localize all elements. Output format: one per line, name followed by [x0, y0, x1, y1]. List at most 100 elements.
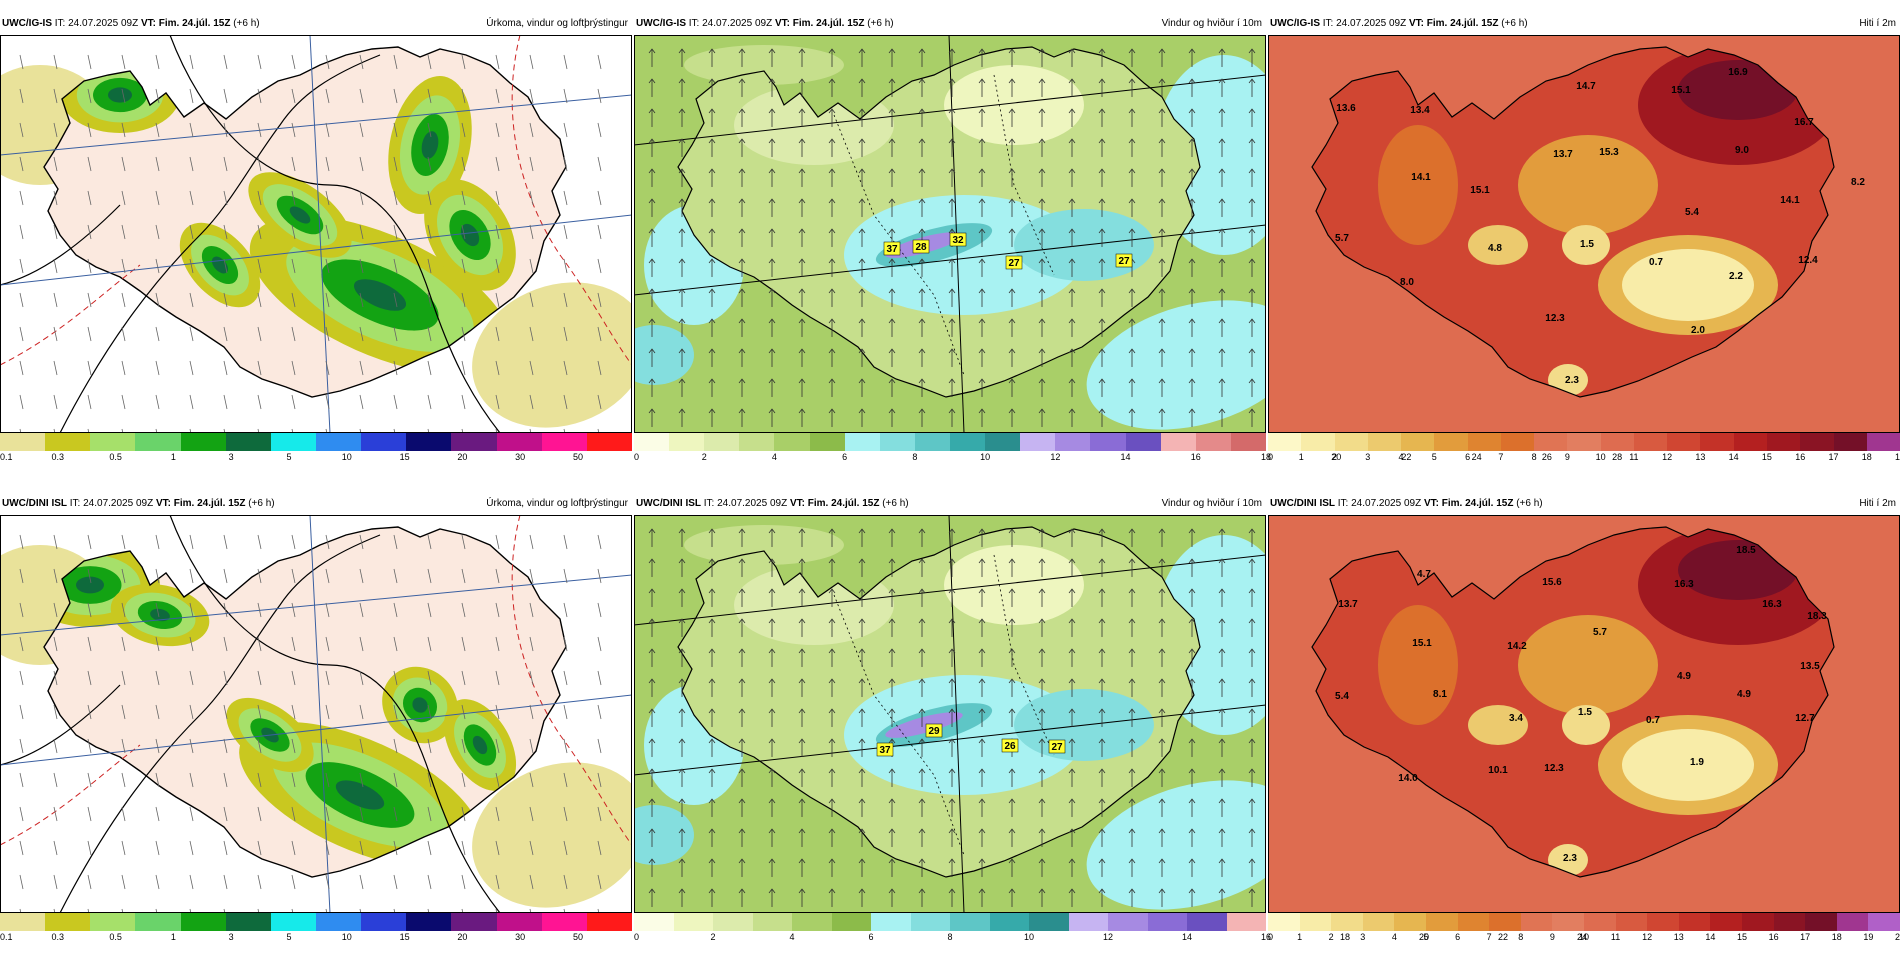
wind-land-shading [678, 527, 1200, 877]
panel-header: UWC/IG-IS IT: 24.07.2025 09Z VT: Fim. 24… [0, 13, 632, 35]
colorbar-cell [713, 913, 753, 931]
colorbar-cell [1552, 913, 1584, 931]
precip-land [60, 57, 516, 375]
colorbar-cell [1710, 913, 1742, 931]
coastline [43, 46, 567, 398]
colorbar-tick: 15 [1761, 452, 1772, 462]
region-borders [833, 74, 1055, 376]
colorbar-cell [879, 433, 915, 451]
colorbar-tick: 11 [1629, 452, 1639, 462]
valid-time: VT: Fim. 24.júl. 15Z [789, 498, 880, 509]
colorbar-cell [831, 913, 871, 931]
colorbar-cell [1633, 433, 1668, 451]
temperature-label: 16.3 [1674, 579, 1694, 590]
valid-time: VT: Fim. 24.júl. 15Z [1423, 498, 1514, 509]
colorbar-cell [914, 433, 950, 451]
colorbar-cell [1299, 913, 1332, 931]
temperature-label: 5.7 [1335, 233, 1349, 244]
colorbar-tick: 11 [1610, 932, 1621, 942]
wind-area [684, 525, 844, 565]
colorbar-tick: 30 [515, 452, 526, 462]
wind-area [844, 675, 1084, 795]
colorbar-cell [1836, 913, 1869, 931]
colorbar-cell [774, 433, 810, 451]
colorbar-cell [270, 913, 316, 931]
colorbar-cell [1029, 913, 1069, 931]
panel-row2-wind: UWC/DINI ISL IT: 24.07.2025 09Z VT: Fim.… [634, 493, 1587, 953]
colorbar-tick: 16 [1795, 452, 1806, 462]
colorbar-tick: 2 [1332, 452, 1338, 462]
precip-area [108, 87, 132, 103]
wind-map[interactable]: 32 28 37 27 27 [634, 35, 1266, 433]
svg-text:27: 27 [1118, 256, 1130, 267]
temperature-label: 14.7 [1576, 81, 1596, 92]
temperature-label: 12.3 [1545, 313, 1565, 324]
panel-title: Vindur og hviður í 10m [1161, 18, 1262, 29]
colorbar-cell [1331, 913, 1363, 931]
colorbar-cell [1467, 433, 1501, 451]
colorbar-tick: 0.5 [109, 932, 122, 942]
precip-map[interactable] [0, 35, 632, 433]
colorbar-cell [1226, 913, 1266, 931]
model-name: UWC/DINI ISL [1270, 498, 1335, 509]
temp-map[interactable]: 16.9 15.1 14.7 13.6 13.4 16.7 13.7 15.3 9.0 14.1 8… [1268, 35, 1900, 433]
colorbar-tick: 0.5 [109, 452, 122, 462]
colorbar-tick: 28 [1612, 452, 1623, 462]
colorbar-tick: 8 [1531, 452, 1537, 462]
map-frame [0, 515, 632, 913]
colorbar-tick: 30 [515, 932, 526, 942]
temperature-label: 15.3 [1599, 147, 1619, 158]
temperature-isolines [0, 35, 632, 366]
colorbar-tick: 3 [1365, 452, 1371, 462]
colorbar-cell [1268, 433, 1302, 451]
colorbar-cell [135, 913, 181, 931]
colorbar-tick: 0.1 [0, 452, 13, 462]
colorbar-tick: 16 [1190, 452, 1201, 462]
panel-header: UWC/IG-IS IT: 24.07.2025 09Z VT: Fim. 24… [1268, 13, 1900, 35]
precip-colorbar: 0.1 0.3 0.5 1 3 5 10 15 20 30 50 [0, 913, 632, 943]
colorbar-cell [1868, 913, 1900, 931]
colorbar-tick: 4 [789, 932, 795, 942]
colorbar-tick: 2 [1328, 932, 1334, 942]
temp-map[interactable]: 18.5 4.7 15.6 16.3 13.7 16.3 18.3 5.7 15.1 14.2 13… [1268, 515, 1900, 913]
colorbar-cell [0, 913, 46, 931]
wind-area [684, 45, 844, 85]
wind-map[interactable]: 29 37 26 27 [634, 515, 1266, 913]
colorbar-tick: 10 [341, 452, 352, 462]
colorbar-cell [871, 913, 911, 931]
colorbar-tick: 12 [1050, 452, 1061, 462]
gust-label: 27 [1048, 739, 1066, 754]
colorbar-tick: 0.3 [51, 932, 65, 942]
temperature-label: 4.7 [1417, 569, 1431, 580]
wind-arrows [648, 528, 1256, 907]
temperature-label: 2.2 [1729, 271, 1743, 282]
coastline [1311, 46, 1835, 398]
colorbar-cell [844, 433, 880, 451]
temperature-label: 13.7 [1338, 599, 1358, 610]
temperature-label: 15.1 [1671, 85, 1691, 96]
temperature-label: 15.6 [1542, 577, 1562, 588]
panel-row2-temp: UWC/DINI ISL IT: 24.07.2025 09Z VT: Fim.… [1268, 493, 1900, 953]
temperature-label: 13.5 [1800, 661, 1820, 672]
colorbar-tick: 0 [1268, 452, 1274, 462]
temp-area [1562, 705, 1610, 745]
colorbar-tick: 9 [1549, 932, 1555, 942]
colorbar-tick: 8 [1518, 932, 1524, 942]
panel-header: UWC/DINI ISL IT: 24.07.2025 09Z VT: Fim.… [0, 493, 632, 515]
precip-map[interactable] [0, 515, 632, 913]
colorbar-tick: 15 [399, 932, 410, 942]
wind-area [944, 65, 1084, 145]
panel-title: Úrkoma, vindur og loftþrýstingur [486, 498, 628, 509]
lead-time: (+6 h) [233, 18, 260, 29]
wind-colorbar: 0 2 4 6 8 10 12 14 16 18 20 22 24 [634, 913, 1587, 943]
colorbar-tick: 10 [1578, 932, 1590, 942]
colorbar-cell [1733, 433, 1767, 451]
precip-area [353, 279, 407, 311]
colorbar-cell [1055, 433, 1091, 451]
colorbar-tick: 24 [1576, 932, 1588, 942]
colorbar-tick: 3 [1360, 932, 1366, 942]
panel-row1-temp: UWC/IG-IS IT: 24.07.2025 09Z VT: Fim. 24… [1268, 13, 1900, 473]
colorbar-cell [1567, 433, 1601, 451]
colorbar-cell [45, 913, 91, 931]
precip-area [412, 697, 428, 713]
